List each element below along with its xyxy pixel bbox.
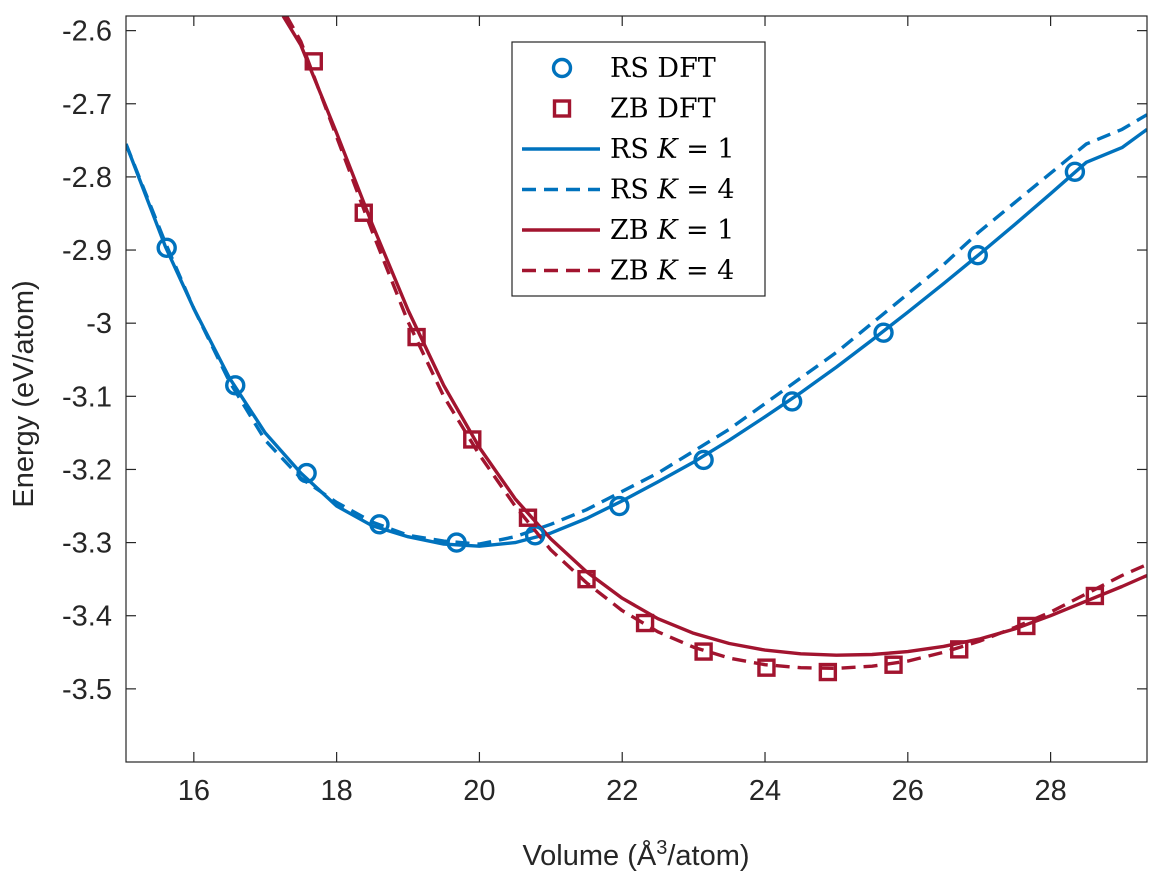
data-point-zb-dft xyxy=(635,613,655,633)
legend-label-zb-dft: ZB DFT xyxy=(610,94,716,125)
data-point-zb-dft xyxy=(463,430,482,449)
data-point-zb-dft xyxy=(1017,616,1036,636)
axes-box xyxy=(125,15,1148,763)
x-tick-label: 20 xyxy=(463,775,495,807)
y-tick-label: -2.6 xyxy=(62,16,112,48)
x-axis-label-suffix: /atom) xyxy=(667,840,749,872)
data-point-zb-dft xyxy=(884,655,903,674)
y-tick-label: -2.7 xyxy=(62,89,112,121)
y-tick-label: -2.9 xyxy=(62,235,112,267)
data-point-rs-dft xyxy=(609,495,630,517)
x-tick-label: 18 xyxy=(320,775,352,807)
x-axis-label: Volume (Å3/atom) xyxy=(522,837,749,872)
data-point-zb-dft xyxy=(950,640,969,659)
legend-swatch-zb-dft xyxy=(552,99,572,118)
y-tick-label: -2.8 xyxy=(62,162,112,194)
x-tick-label: 26 xyxy=(892,775,924,807)
x-tick-label: 16 xyxy=(178,775,210,807)
data-point-zb-dft xyxy=(1085,586,1105,606)
legend-label-zb-k-1: ZB K = 1 xyxy=(610,215,734,246)
data-point-rs-dft xyxy=(873,322,894,343)
data-point-rs-dft xyxy=(967,244,988,266)
y-axis-label: Energy (eV/atom) xyxy=(8,280,40,507)
y-tick-label: -3.3 xyxy=(62,528,112,560)
series-line-zb-k-1 xyxy=(281,16,1147,657)
x-axis-label-superscript: 3 xyxy=(656,837,667,859)
legend-label-rs-k-4: RS K = 4 xyxy=(610,175,735,206)
y-tick-label: -3.5 xyxy=(62,674,112,706)
data-point-rs-dft xyxy=(1064,161,1086,182)
data-point-rs-dft xyxy=(369,514,390,535)
series-line-rs-k-4 xyxy=(126,113,1147,546)
data-point-rs-dft xyxy=(446,532,467,553)
data-point-zb-dft xyxy=(518,508,538,527)
data-point-zb-dft xyxy=(407,327,426,347)
data-point-zb-dft xyxy=(757,658,776,677)
y-tick-label: -3.1 xyxy=(62,381,112,413)
axes xyxy=(125,15,1148,763)
y-tick-label: -3.2 xyxy=(62,454,112,486)
y-ticks: -3.5 -3.4 -3.3 -3.2 -3.1 -3 -2.9 -2.8 -2.7 -2.6 xyxy=(62,16,1147,706)
legend-label-rs-k-1: RS K = 1 xyxy=(610,134,735,165)
data-point-zb-dft xyxy=(694,642,713,661)
y-tick-label: -3 xyxy=(86,308,112,340)
data-point-zb-dft xyxy=(818,662,838,682)
data-point-rs-dft xyxy=(781,391,803,412)
y-tick-label: -3.4 xyxy=(62,601,112,633)
data-point-rs-dft xyxy=(296,462,317,484)
legend-label-zb-k-4: ZB K = 4 xyxy=(610,256,734,287)
data-point-rs-dft xyxy=(225,375,246,396)
data-point-zb-dft xyxy=(577,569,596,589)
data-point-zb-dft xyxy=(304,52,323,71)
x-ticks: 16 18 20 22 24 26 28 xyxy=(178,16,1067,807)
legend-box xyxy=(511,41,766,297)
legend-swatch-rs-dft xyxy=(551,57,573,79)
data-point-rs-dft xyxy=(693,449,714,471)
data-point-rs-dft xyxy=(156,237,177,259)
x-tick-label: 28 xyxy=(1034,775,1066,807)
legend: RS DFT ZB DFT RS K = 1 RS K = 4 ZB K = 1 ZB K… xyxy=(511,41,766,297)
x-tick-label: 24 xyxy=(749,775,781,807)
x-tick-label: 22 xyxy=(606,775,638,807)
data-point-zb-dft xyxy=(354,203,373,222)
x-axis-label-main: Volume (Å xyxy=(522,839,656,872)
legend-label-rs-dft: RS DFT xyxy=(610,53,716,84)
plot-marks xyxy=(126,16,1147,682)
